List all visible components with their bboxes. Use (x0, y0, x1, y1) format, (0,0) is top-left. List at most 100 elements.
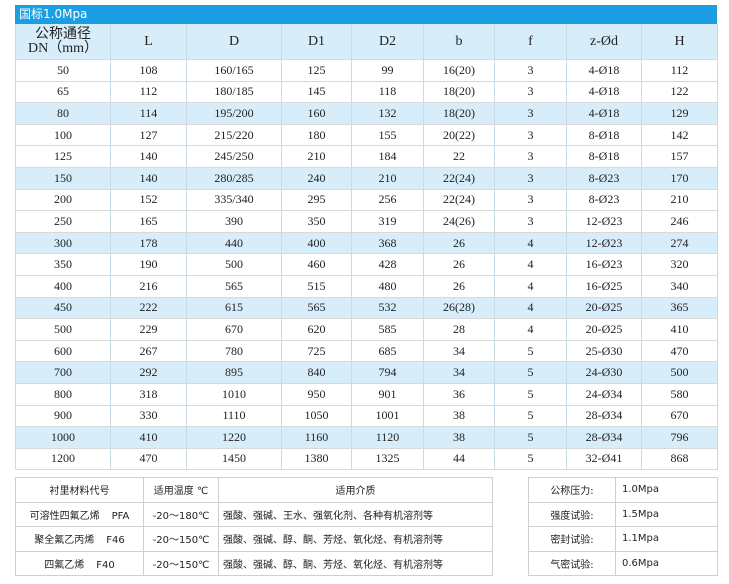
data-cell: 1450 (186, 448, 282, 471)
data-cell: 3 (494, 124, 567, 147)
flange-table: 公称通径 DN（mm） L D D1 D2 b f z-Ød H 50 108 160/165 125 99… (15, 24, 718, 471)
data-cell: 16-Ø23 (566, 253, 642, 276)
data-cell: 700 (15, 361, 111, 384)
header-row: 衬里材料代号 适用温度 ℃ 适用介质 (15, 477, 493, 503)
data-cell: 5 (494, 383, 567, 406)
data-cell: 18(20) (423, 81, 495, 104)
data-cell: 3 (494, 189, 567, 212)
data-cell: 410 (641, 318, 718, 341)
data-cell: 108 (110, 59, 187, 82)
data-cell: 152 (110, 189, 187, 212)
data-cell: 615 (186, 297, 282, 320)
data-cell: 620 (281, 318, 352, 341)
data-cell: 515 (281, 275, 352, 298)
temperature-cell: -20～150℃ (143, 550, 219, 576)
data-row: 125 140 245/250 210 184 22 3 8-Ø18 157 (15, 145, 718, 168)
data-cell: 160/165 (186, 59, 282, 82)
data-cell: 36 (423, 383, 495, 406)
data-row: 100 127 215/220 180 155 20(22) 3 8-Ø18 142 (15, 124, 718, 147)
data-cell: 65 (15, 81, 111, 104)
data-cell: 28-Ø34 (566, 426, 642, 449)
pressure-value: 1.0Mpa (615, 477, 718, 503)
data-cell: 390 (186, 210, 282, 233)
data-cell: 800 (15, 383, 111, 406)
data-cell: 125 (15, 145, 111, 168)
data-cell: 1160 (281, 426, 352, 449)
data-cell: 22(24) (423, 167, 495, 190)
data-cell: 428 (351, 253, 424, 276)
data-cell: 195/200 (186, 102, 282, 125)
data-cell: 4-Ø18 (566, 102, 642, 125)
data-cell: 840 (281, 361, 352, 384)
data-cell: 26(28) (423, 297, 495, 320)
header-line: DN（mm） (28, 40, 98, 56)
lining-row: 四氟乙烯 F40 -20～150℃ 强酸、强碱、醇、酮、芳烃、氧化烃、有机溶剂等 (15, 550, 493, 576)
data-cell: 12-Ø23 (566, 232, 642, 255)
data-cell: 132 (351, 102, 424, 125)
header-cell: b (423, 24, 495, 60)
data-cell: 1120 (351, 426, 424, 449)
data-row: 350 190 500 460 428 26 4 16-Ø23 320 (15, 253, 718, 276)
data-row: 450 222 615 565 532 26(28) 4 20-Ø25 365 (15, 297, 718, 320)
data-cell: 796 (641, 426, 718, 449)
data-cell: 319 (351, 210, 424, 233)
data-cell: 160 (281, 102, 352, 125)
data-cell: 24(26) (423, 210, 495, 233)
data-cell: 1001 (351, 405, 424, 428)
header-cell: 适用介质 (218, 477, 493, 503)
data-cell: 794 (351, 361, 424, 384)
data-cell: 8-Ø18 (566, 124, 642, 147)
data-cell: 118 (351, 81, 424, 104)
header-cell: 公称通径 DN（mm） (15, 24, 111, 60)
data-cell: 4-Ø18 (566, 81, 642, 104)
material-code: F40 (96, 559, 115, 571)
data-cell: 4 (494, 275, 567, 298)
data-cell: 240 (281, 167, 352, 190)
data-row: 700 292 895 840 794 34 5 24-Ø30 500 (15, 361, 718, 384)
data-cell: 34 (423, 340, 495, 363)
data-cell: 4 (494, 253, 567, 276)
lining-row: 聚全氟乙丙烯 F46 -20～150℃ 强酸、强碱、醇、酮、芳烃、氧化烃、有机溶剂等 (15, 526, 493, 552)
data-cell: 500 (15, 318, 111, 341)
material-cell: 聚全氟乙丙烯 F46 (15, 526, 144, 552)
data-cell: 150 (15, 167, 111, 190)
pressure-label: 强度试验: (528, 501, 616, 527)
data-cell: 250 (15, 210, 111, 233)
pressure-label: 公称压力: (528, 477, 616, 503)
data-cell: 1110 (186, 405, 282, 428)
data-row: 800 318 1010 950 901 36 5 24-Ø34 580 (15, 383, 718, 406)
data-cell: 950 (281, 383, 352, 406)
header-cell: 衬里材料代号 (15, 477, 144, 503)
pressure-row: 密封试验: 1.1Mpa (528, 526, 718, 552)
data-cell: 901 (351, 383, 424, 406)
data-cell: 400 (281, 232, 352, 255)
data-cell: 267 (110, 340, 187, 363)
data-cell: 532 (351, 297, 424, 320)
material-cell: 可溶性四氟乙烯 PFA (15, 501, 144, 527)
data-cell: 410 (110, 426, 187, 449)
pressure-value: 0.6Mpa (615, 550, 718, 576)
pressure-table: 公称压力: 1.0Mpa 强度试验: 1.5Mpa 密封试验: 1.1Mpa 气密试验: 0.… (528, 477, 718, 576)
header-cell: 适用温度 ℃ (143, 477, 219, 503)
data-row: 150 140 280/285 240 210 22(24) 3 8-Ø23 170 (15, 167, 718, 190)
data-cell: 1010 (186, 383, 282, 406)
data-cell: 600 (15, 340, 111, 363)
data-cell: 5 (494, 448, 567, 471)
material-code: PFA (111, 510, 130, 522)
data-row: 65 112 180/185 145 118 18(20) 3 4-Ø18 122 (15, 81, 718, 104)
data-cell: 330 (110, 405, 187, 428)
data-cell: 140 (110, 167, 187, 190)
data-cell: 256 (351, 189, 424, 212)
data-cell: 210 (281, 145, 352, 168)
data-cell: 26 (423, 232, 495, 255)
data-cell: 16(20) (423, 59, 495, 82)
data-cell: 25-Ø30 (566, 340, 642, 363)
data-cell: 450 (15, 297, 111, 320)
pressure-value: 1.1Mpa (615, 526, 718, 552)
data-cell: 178 (110, 232, 187, 255)
data-cell: 125 (281, 59, 352, 82)
data-cell: 50 (15, 59, 111, 82)
data-cell: 112 (110, 81, 187, 104)
header-cell: L (110, 24, 187, 60)
